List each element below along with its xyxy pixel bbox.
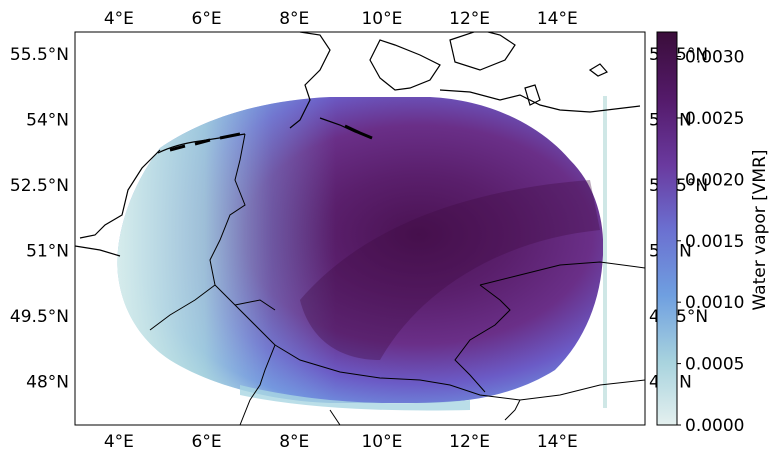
islands (169, 132, 241, 152)
lon-tick-top-label: 14°E (537, 9, 578, 29)
lat-tick-label: 54°N (26, 110, 69, 130)
lon-tick-top-label: 12°E (449, 9, 490, 29)
lon-tick-bottom-label: 6°E (192, 432, 222, 452)
lon-tick-top-label: 10°E (361, 9, 402, 29)
lat-tick-label: 55.5°N (10, 45, 69, 65)
lon-tick-top-label: 4°E (104, 9, 134, 29)
colorbar-tick-label: 0.0025 (685, 109, 744, 129)
colorbar-tick-label: 0.0005 (685, 355, 744, 375)
swath-edge-stripe (603, 96, 607, 408)
lat-ticks: 55.5°N 54°N 52.5°N 51°N 49.5°N 48°N (10, 45, 69, 393)
lon-ticks-top: 4°E 6°E 8°E 10°E 12°E 14°E (104, 9, 578, 29)
colorbar-label: Water vapor [VMR] (750, 149, 770, 310)
lat-tick-label: 49.5°N (10, 307, 69, 327)
colorbar (656, 31, 678, 426)
moist-band (300, 180, 600, 360)
lon-tick-bottom-label: 12°E (449, 432, 490, 452)
colorbar-tick-label: 0.0015 (685, 232, 744, 252)
colorbar-tick-label: 0.0010 (685, 293, 744, 313)
lat-tick-label: 52.5°N (10, 176, 69, 196)
colorbar-ticks: 0.0000 0.0005 0.0010 0.0015 0.0020 0.0025 0.00… (677, 48, 744, 436)
dry-west-region (117, 97, 604, 403)
lon-tick-top-label: 6°E (192, 9, 222, 29)
lon-tick-bottom-label: 8°E (279, 432, 309, 452)
colorbar-tick-label: 0.0030 (685, 48, 744, 68)
lon-tick-bottom-label: 4°E (104, 432, 134, 452)
lon-ticks-bottom: 4°E 6°E 8°E 10°E 12°E 14°E (104, 432, 578, 452)
colorbar-tick-label: 0.0000 (685, 416, 744, 436)
lat-tick-label: 48°N (26, 372, 69, 392)
lon-tick-bottom-label: 10°E (361, 432, 402, 452)
coast-thick (344, 124, 373, 140)
coastlines (75, 32, 641, 257)
lon-tick-top-label: 8°E (279, 9, 309, 29)
south-edge (240, 385, 470, 411)
colorbar-tick-label: 0.0020 (685, 170, 744, 190)
lon-tick-bottom-label: 14°E (537, 432, 578, 452)
lat-tick-label: 51°N (26, 241, 69, 261)
country-borders (149, 133, 645, 425)
